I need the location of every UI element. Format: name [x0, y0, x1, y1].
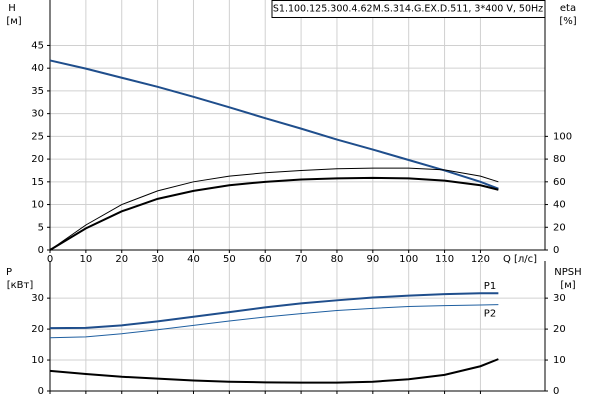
curve [49, 59, 499, 190]
curve-label: P1 [484, 281, 496, 292]
y-tick-label: 5 [38, 222, 44, 233]
x-tick-label: 120 [471, 254, 490, 265]
curve [49, 167, 499, 251]
chart-title: S1.100.125.300.4.62M.S.314.G.EX.D.511, 3… [273, 4, 543, 15]
x-tick-label: 90 [366, 254, 379, 265]
curve [49, 292, 499, 330]
y2-unit: [%] [559, 16, 576, 27]
x-tick-label: 40 [187, 254, 200, 265]
y-tick-label: 20 [31, 324, 44, 335]
y-tick-label: 10 [31, 200, 44, 211]
x-tick-label: 50 [223, 254, 236, 265]
x-tick-label: 110 [435, 254, 454, 265]
y2-tick-label: 100 [553, 131, 572, 142]
x-tick-label: 20 [115, 254, 128, 265]
x-tick-label: 80 [331, 254, 344, 265]
curve [49, 304, 499, 339]
y-tick-label: 0 [38, 245, 44, 256]
y-label: H [8, 3, 16, 14]
y-tick-label: 20 [31, 154, 44, 165]
y2-tick-label: 20 [553, 324, 566, 335]
curve [49, 358, 499, 384]
x-tick-label: 30 [151, 254, 164, 265]
x-label: Q [л/с] [503, 254, 537, 265]
x-tick-label: 100 [399, 254, 418, 265]
y-label: P [6, 267, 12, 278]
title-box [271, 0, 546, 18]
y2-label: eta [560, 3, 576, 14]
y-tick-label: 45 [31, 40, 44, 51]
y2-tick-label: 80 [553, 154, 566, 165]
y-tick-label: 35 [31, 86, 44, 97]
y2-tick-label: 0 [553, 386, 559, 397]
x-tick-label: 0 [47, 254, 53, 265]
y-unit: [м] [6, 16, 21, 27]
y-tick-label: 10 [31, 355, 44, 366]
y-tick-label: 30 [31, 293, 44, 304]
y-unit: [кВт] [7, 280, 34, 291]
y2-unit: [м] [560, 280, 575, 291]
y-tick-label: 0 [38, 386, 44, 397]
y2-tick-label: 60 [553, 177, 566, 188]
y-tick-label: 40 [31, 63, 44, 74]
x-tick-label: 60 [259, 254, 272, 265]
y2-tick-label: 0 [553, 245, 559, 256]
curve [49, 176, 499, 251]
y-tick-label: 25 [31, 131, 44, 142]
y2-tick-label: 20 [553, 222, 566, 233]
y-tick-label: 15 [31, 177, 44, 188]
curve-label: P2 [484, 309, 496, 320]
y2-tick-label: 30 [553, 293, 566, 304]
y-tick-label: 30 [31, 109, 44, 120]
y2-label: NPSH [554, 267, 581, 278]
y2-tick-label: 10 [553, 355, 566, 366]
x-tick-label: 10 [80, 254, 93, 265]
y2-tick-label: 40 [553, 200, 566, 211]
x-tick-label: 70 [295, 254, 308, 265]
